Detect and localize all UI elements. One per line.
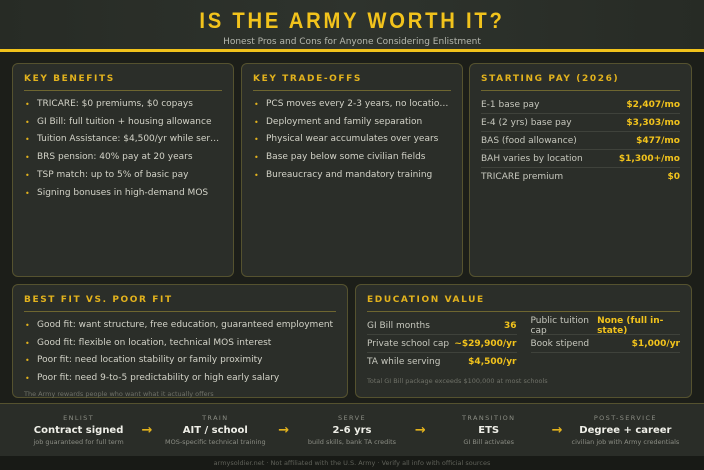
footer: armysoldier.net · Not affiliated with th… — [0, 456, 704, 470]
tradeoffs-list: • PCS moves every 2-3 years, no location … — [253, 96, 451, 185]
fit-list: • Good fit: want structure, free educatio… — [24, 317, 336, 388]
list-item: • Deployment and family separation — [253, 114, 451, 132]
arrow-right-icon: → — [551, 422, 563, 438]
timeline-step-post-service: POST-SERVICE Degree + career civilian jo… — [571, 414, 680, 446]
list-item: • GI Bill: full tuition + housing allowan… — [24, 114, 222, 132]
benefits-list: • TRICARE: $0 premiums, $0 copays • GI Bil… — [24, 96, 222, 202]
pay-title: STARTING PAY (2026) — [481, 74, 680, 91]
tradeoffs-title: KEY TRADE-OFFS — [253, 74, 451, 91]
fit-title: BEST FIT VS. POOR FIT — [24, 295, 336, 312]
arrow-right-icon: → — [141, 422, 153, 438]
list-item: • Poor fit: need location stability or fa… — [24, 352, 336, 370]
bullet-icon: • — [25, 153, 30, 163]
bullet-icon: • — [254, 153, 259, 163]
page-title: IS THE ARMY WORTH IT? — [199, 8, 505, 33]
education-col-right: Public tuition cap None (full in-state) B… — [530, 316, 680, 371]
bullet-icon: • — [25, 188, 30, 198]
list-item: • Good fit: want structure, free educatio… — [24, 317, 336, 335]
pay-panel: STARTING PAY (2026) E-1 base pay $2,407/m… — [469, 63, 692, 277]
list-item: • BRS pension: 40% pay at 20 years — [24, 149, 222, 167]
arrow-right-icon: → — [414, 422, 426, 438]
bullet-icon: • — [25, 135, 30, 145]
list-item: • Good fit: flexible on location, technic… — [24, 335, 336, 353]
list-item: • Base pay below some civilian fields — [253, 149, 451, 167]
bullet-icon: • — [25, 356, 30, 366]
list-item: • TSP match: up to 5% of basic pay — [24, 167, 222, 185]
list-item: • Tuition Assistance: $4,500/yr while ser… — [24, 131, 222, 149]
list-item: • TRICARE: $0 premiums, $0 copays — [24, 96, 222, 114]
table-row: Private school cap ~$29,900/yr — [367, 335, 517, 353]
timeline-step-enlist: ENLIST Contract signed job guaranteed fo… — [33, 414, 124, 446]
table-row: E-4 (2 yrs) base pay $3,303/mo — [481, 114, 680, 132]
bullet-icon: • — [254, 170, 259, 180]
table-row: TA while serving $4,500/yr — [367, 357, 517, 367]
education-grid: GI Bill months 36 Private school cap ~$29,… — [367, 316, 680, 371]
bullet-icon: • — [25, 117, 30, 127]
table-row: Book stipend $1,000/yr — [530, 335, 680, 353]
list-item: • Poor fit: need 9-to-5 predictability or… — [24, 370, 336, 388]
arrow-right-icon: → — [278, 422, 290, 438]
header: IS THE ARMY WORTH IT? Honest Pros and Co… — [0, 0, 704, 52]
timeline: ENLIST Contract signed job guaranteed fo… — [0, 403, 704, 456]
list-item: • Signing bonuses in high-demand MOS — [24, 185, 222, 203]
timeline-step-transition: TRANSITION ETS GI Bill activates — [461, 414, 516, 446]
education-panel: EDUCATION VALUE GI Bill months 36 Private… — [355, 284, 692, 398]
education-note: Total GI Bill package exceeds $100,000 a… — [367, 377, 548, 385]
bullet-icon: • — [25, 374, 30, 384]
table-row: Public tuition cap None (full in-state) — [530, 316, 680, 336]
bullet-icon: • — [25, 100, 30, 109]
benefits-title: KEY BENEFITS — [24, 74, 222, 91]
bullet-icon: • — [25, 338, 30, 348]
fit-note: The Army rewards people who want what it… — [24, 389, 214, 398]
pay-table: E-1 base pay $2,407/mo E-4 (2 yrs) base p… — [481, 96, 680, 186]
timeline-step-train: TRAIN AIT / school MOS-specific technica… — [164, 414, 266, 446]
list-item: • PCS moves every 2-3 years, no location … — [253, 96, 451, 114]
table-row: BAS (food allowance) $477/mo — [481, 132, 680, 150]
bullet-icon: • — [25, 321, 30, 330]
list-item: • Physical wear accumulates over years — [253, 131, 451, 149]
education-title: EDUCATION VALUE — [367, 295, 680, 312]
education-col-left: GI Bill months 36 Private school cap ~$29,… — [367, 317, 517, 371]
table-row: E-1 base pay $2,407/mo — [481, 96, 680, 114]
bullet-icon: • — [25, 170, 30, 180]
bullet-icon: • — [254, 117, 259, 127]
fit-panel: BEST FIT VS. POOR FIT • Good fit: want st… — [12, 284, 348, 398]
table-row: GI Bill months 36 — [367, 317, 517, 335]
bullet-icon: • — [254, 100, 259, 109]
table-row: TRICARE premium $0 — [481, 172, 680, 182]
benefits-panel: KEY BENEFITS • TRICARE: $0 premiums, $0 c… — [12, 63, 234, 277]
page-subtitle: Honest Pros and Cons for Anyone Consider… — [223, 37, 481, 47]
table-row: BAH varies by location $1,300+/mo — [481, 150, 680, 168]
bullet-icon: • — [254, 135, 259, 145]
timeline-step-serve: SERVE 2-6 yrs build skills, bank TA cred… — [307, 414, 397, 446]
list-item: • Bureaucracy and mandatory training — [253, 167, 451, 185]
tradeoffs-panel: KEY TRADE-OFFS • PCS moves every 2-3 year… — [241, 63, 463, 277]
